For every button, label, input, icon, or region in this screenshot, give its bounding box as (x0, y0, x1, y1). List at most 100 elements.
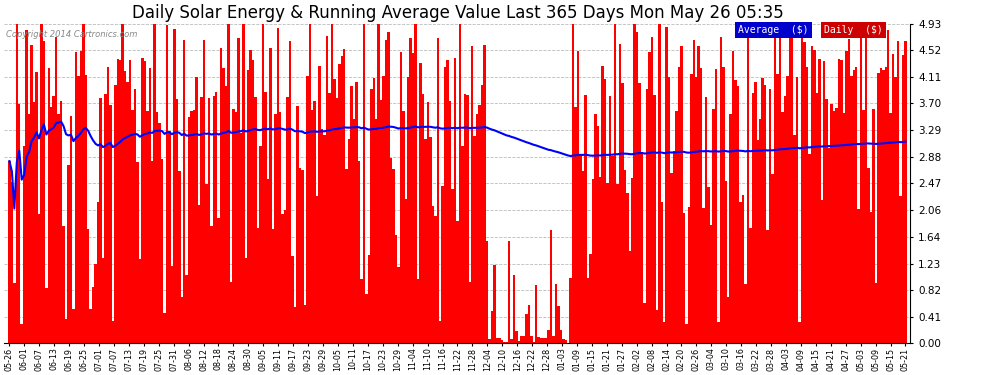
Bar (375, 119, 377, 344)
Bar (395, 235, 397, 344)
Bar (746, 24, 749, 344)
Bar (636, 32, 639, 344)
Bar (749, 228, 751, 344)
Bar (584, 95, 587, 344)
Bar (872, 109, 875, 344)
Bar (614, 24, 616, 344)
Bar (77, 76, 79, 344)
Bar (582, 171, 584, 344)
Bar (690, 74, 693, 344)
Bar (67, 165, 69, 344)
Bar (611, 156, 614, 344)
Bar (175, 99, 178, 344)
Bar (511, 339, 513, 344)
Bar (533, 342, 535, 344)
Bar (119, 60, 122, 344)
Bar (410, 38, 412, 344)
Bar (114, 85, 117, 344)
Bar (705, 97, 707, 344)
Bar (875, 283, 877, 344)
Bar (357, 161, 360, 344)
Bar (769, 89, 771, 344)
Bar (402, 111, 405, 344)
Bar (69, 116, 72, 344)
Bar (634, 24, 636, 344)
Bar (153, 24, 155, 344)
Bar (902, 54, 904, 344)
Bar (838, 59, 841, 344)
Bar (456, 221, 458, 344)
Bar (496, 338, 498, 344)
Bar (144, 61, 147, 344)
Bar (904, 41, 907, 344)
Bar (57, 114, 59, 344)
Bar (296, 106, 299, 344)
Bar (264, 92, 266, 344)
Bar (82, 24, 84, 344)
Bar (486, 241, 488, 344)
Bar (525, 314, 528, 344)
Bar (513, 275, 516, 344)
Bar (720, 37, 722, 344)
Bar (104, 94, 107, 344)
Bar (50, 107, 52, 344)
Bar (134, 88, 137, 344)
Bar (569, 278, 572, 344)
Bar (887, 30, 889, 344)
Bar (432, 206, 434, 344)
Bar (160, 159, 163, 344)
Bar (735, 80, 737, 344)
Bar (626, 193, 629, 344)
Bar (405, 199, 407, 344)
Bar (261, 24, 264, 344)
Bar (828, 148, 831, 344)
Bar (355, 82, 357, 344)
Bar (294, 306, 296, 344)
Bar (587, 278, 589, 344)
Bar (326, 36, 329, 344)
Bar (444, 68, 446, 344)
Bar (362, 24, 365, 344)
Bar (540, 338, 543, 344)
Bar (228, 24, 230, 344)
Bar (842, 113, 845, 344)
Bar (730, 114, 732, 344)
Bar (417, 279, 420, 344)
Bar (316, 195, 319, 344)
Bar (857, 209, 860, 344)
Bar (572, 24, 574, 344)
Bar (761, 78, 764, 344)
Bar (46, 288, 48, 344)
Bar (813, 50, 816, 344)
Bar (390, 158, 392, 344)
Bar (223, 68, 225, 344)
Bar (453, 58, 456, 344)
Bar (437, 38, 439, 344)
Bar (442, 186, 444, 344)
Bar (631, 178, 634, 344)
Bar (139, 259, 142, 344)
Bar (122, 24, 124, 344)
Bar (233, 110, 235, 344)
Bar (274, 114, 276, 344)
Bar (377, 24, 380, 344)
Bar (62, 226, 64, 344)
Bar (200, 97, 203, 344)
Bar (668, 77, 670, 344)
Bar (562, 339, 564, 344)
Bar (688, 207, 690, 344)
Bar (865, 37, 867, 344)
Bar (319, 66, 321, 344)
Bar (343, 50, 346, 344)
Bar (147, 111, 148, 344)
Bar (683, 213, 685, 344)
Bar (52, 96, 55, 344)
Bar (559, 330, 562, 344)
Bar (841, 60, 842, 344)
Bar (498, 338, 501, 344)
Bar (538, 337, 540, 344)
Bar (756, 140, 759, 344)
Bar (448, 100, 451, 344)
Bar (481, 85, 483, 344)
Bar (424, 139, 427, 344)
